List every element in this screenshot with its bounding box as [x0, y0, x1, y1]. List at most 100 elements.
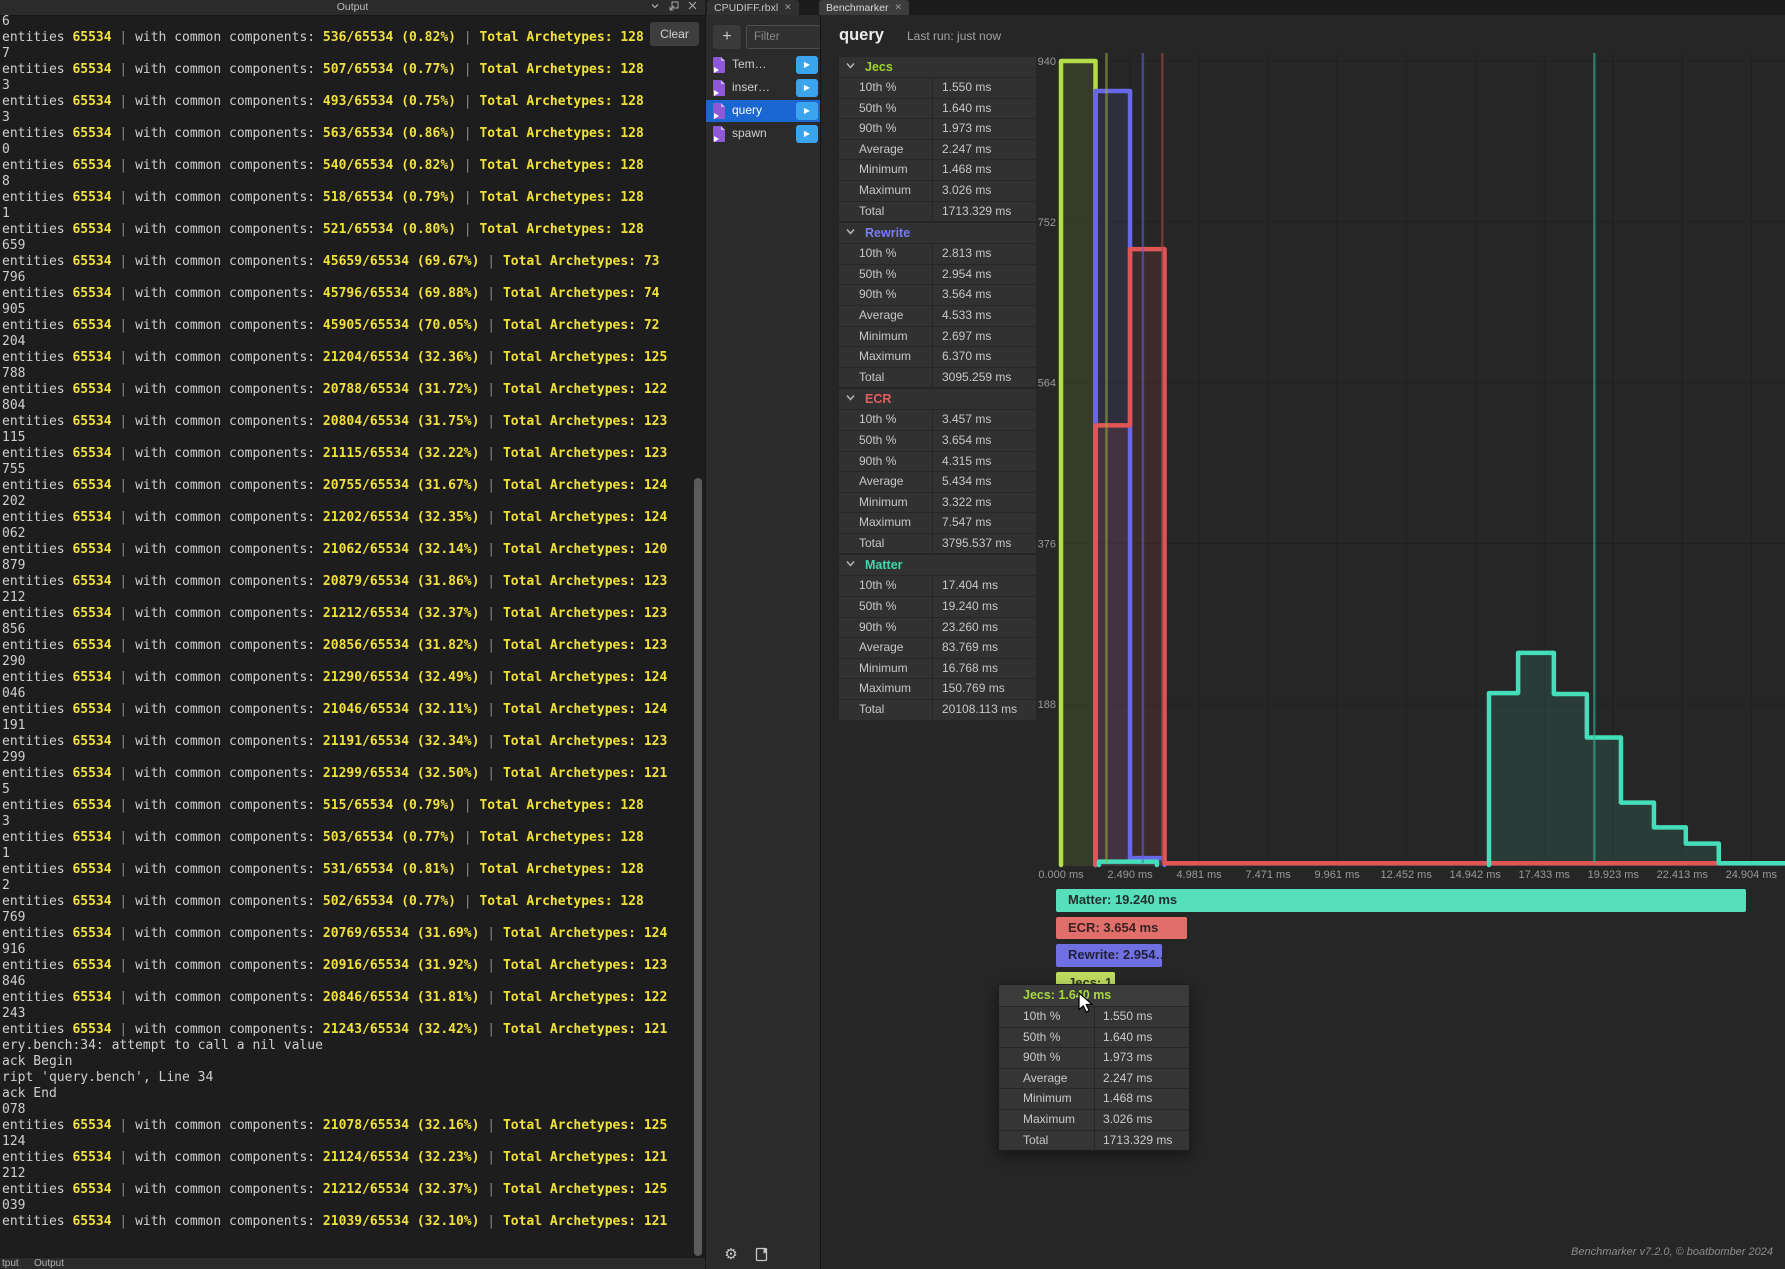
x-axis-tick-label: 0.000 ms [1038, 869, 1084, 881]
legend-bar-rewrite[interactable]: Rewrite: 2.954… [1056, 944, 1162, 967]
stats-row-label: 50th % [839, 98, 932, 119]
stats-row-value: 6.370 ms [933, 347, 1036, 367]
tooltip-row-label: 10th % [999, 1007, 1094, 1027]
stats-row: Maximum 150.769 ms [839, 679, 1036, 700]
benchmark-item-spawn[interactable]: spawn ▶ [706, 123, 821, 145]
stats-section-name: Jecs [865, 60, 893, 74]
log-row: ery.bench:34: attempt to call a nil valu… [2, 1038, 323, 1053]
stats-row-value: 1.640 ms [933, 98, 1036, 119]
log-row: 299 [2, 750, 26, 765]
stats-row: 50th % 3.654 ms [839, 430, 1036, 451]
stats-row-value: 1.973 ms [933, 119, 1036, 139]
stats-row-value: 1.468 ms [933, 160, 1036, 180]
log-row: 856 [2, 622, 26, 637]
stats-row-label: 90th % [839, 451, 932, 472]
stats-section-ecr: ECR 10th % 3.457 ms 50th % 3.654 ms 90th % 4.3… [839, 389, 1036, 554]
stats-row: 90th % 23.260 ms [839, 617, 1036, 638]
tab-close-icon[interactable]: ✕ [784, 2, 792, 12]
run-benchmark-button[interactable]: ▶ [796, 125, 818, 143]
undock-icon[interactable] [669, 1, 679, 15]
log-row: entities 65534 | with common components:… [2, 990, 668, 1005]
stats-row-label: 90th % [839, 617, 932, 638]
stats-row: 10th % 1.550 ms [839, 78, 1036, 98]
log-row: 879 [2, 558, 26, 573]
add-benchmark-button[interactable]: + [713, 25, 741, 49]
benchmark-list: Tem… ▶ inser… ▶ query ▶ spawn ▶ [706, 54, 821, 146]
dock-tab-output[interactable]: Output [34, 1258, 65, 1269]
tab-benchmarker[interactable]: Benchmarker ✕ [819, 0, 909, 15]
stats-row-value: 2.954 ms [933, 264, 1036, 285]
x-axis-tick-label: 2.490 ms [1107, 869, 1153, 881]
log-row: 0 [2, 142, 10, 157]
log-row: entities 65534 | with common components:… [2, 862, 644, 877]
dock-tab-output-partial[interactable]: tput [2, 1258, 19, 1269]
benchmark-item-inser[interactable]: inser… ▶ [706, 77, 821, 99]
stats-row-value: 3795.537 ms [933, 533, 1036, 554]
close-icon[interactable] [688, 1, 697, 15]
stats-row-value: 3.322 ms [933, 492, 1036, 513]
log-row: entities 65534 | with common components:… [2, 1118, 668, 1133]
benchmark-item-label: spawn [732, 126, 767, 140]
log-row: 804 [2, 398, 26, 413]
output-scrollbar[interactable] [694, 478, 702, 1256]
stats-tooltip: Jecs: 1.640 ms 10th % 1.550 ms 50th % 1.640… [998, 984, 1190, 1152]
stats-section-header[interactable]: ECR [839, 389, 1036, 410]
stats-section-name: Matter [865, 558, 903, 573]
stats-section-header[interactable]: Rewrite [839, 223, 1036, 244]
legend-bar-matter[interactable]: Matter: 19.240 ms [1056, 889, 1746, 912]
histogram-chart: 188 376 564 752 940 0.000 ms 2.490 ms 4.981 ms 7… [1038, 53, 1785, 881]
log-row: 3 [2, 814, 10, 829]
chevron-down-icon[interactable] [650, 1, 660, 15]
stats-section-header[interactable]: Jecs [839, 57, 1036, 77]
stats-row: 90th % 4.315 ms [839, 451, 1036, 472]
log-row: entities 65534 | with common components:… [2, 638, 668, 653]
tab-close-icon[interactable]: ✕ [894, 2, 902, 12]
stats-tables: Jecs 10th % 1.550 ms 50th % 1.640 ms 90th % 1.… [839, 57, 1036, 722]
tooltip-row: 50th % 1.640 ms [999, 1027, 1189, 1048]
x-axis-tick-label: 7.471 ms [1245, 869, 1291, 881]
stats-row: Minimum 1.468 ms [839, 160, 1036, 180]
log-row: 191 [2, 718, 26, 733]
stats-row-value: 83.769 ms [933, 638, 1036, 658]
log-row: ript 'query.bench', Line 34 [2, 1070, 214, 1085]
docs-icon[interactable] [749, 1244, 773, 1266]
benchmark-item-query[interactable]: query ▶ [706, 100, 821, 122]
stats-row-label: Minimum [839, 658, 932, 679]
stats-row-value: 20108.113 ms [933, 700, 1036, 720]
tooltip-row-value: 2.247 ms [1095, 1068, 1189, 1089]
log-row: entities 65534 | with common components:… [2, 1182, 668, 1197]
tab-cpudiff[interactable]: CPUDIFF.rbxl ✕ [707, 0, 799, 15]
run-benchmark-button[interactable]: ▶ [796, 79, 818, 97]
stats-row-label: Maximum [839, 180, 932, 201]
stats-row: Average 4.533 ms [839, 305, 1036, 326]
stats-row-label: 50th % [839, 264, 932, 285]
gear-icon[interactable]: ⚙ [724, 1246, 738, 1263]
clear-button[interactable]: Clear [650, 22, 699, 46]
filter-input[interactable] [746, 25, 821, 49]
y-axis-tick-label: 752 [1038, 217, 1056, 229]
stats-row: Average 83.769 ms [839, 638, 1036, 658]
run-benchmark-button[interactable]: ▶ [796, 102, 818, 120]
log-row: entities 65534 | with common components:… [2, 670, 668, 685]
y-axis-tick-label: 188 [1038, 699, 1056, 711]
stats-row-label: 50th % [839, 597, 932, 617]
stats-row-label: 50th % [839, 430, 932, 451]
chevron-down-icon [845, 392, 856, 406]
benchmark-item-Tem[interactable]: Tem… ▶ [706, 54, 821, 76]
log-row: entities 65534 | with common components:… [2, 1150, 668, 1165]
legend-bar-ecr[interactable]: ECR: 3.654 ms [1056, 916, 1187, 939]
stats-row-label: Total [839, 533, 932, 554]
tooltip-row-label: Minimum [999, 1089, 1094, 1109]
module-script-icon [712, 103, 726, 124]
log-row: 046 [2, 686, 26, 701]
log-row: 3 [2, 78, 10, 93]
chevron-down-icon [845, 60, 856, 74]
stats-row-value: 17.404 ms [933, 576, 1036, 597]
y-axis-tick-label: 564 [1038, 378, 1056, 390]
run-benchmark-button[interactable]: ▶ [796, 56, 818, 74]
stats-section-header[interactable]: Matter [839, 555, 1036, 576]
log-row: 202 [2, 494, 26, 509]
stats-section-name: Rewrite [865, 226, 911, 241]
x-axis-tick-label: 19.923 ms [1588, 869, 1640, 881]
